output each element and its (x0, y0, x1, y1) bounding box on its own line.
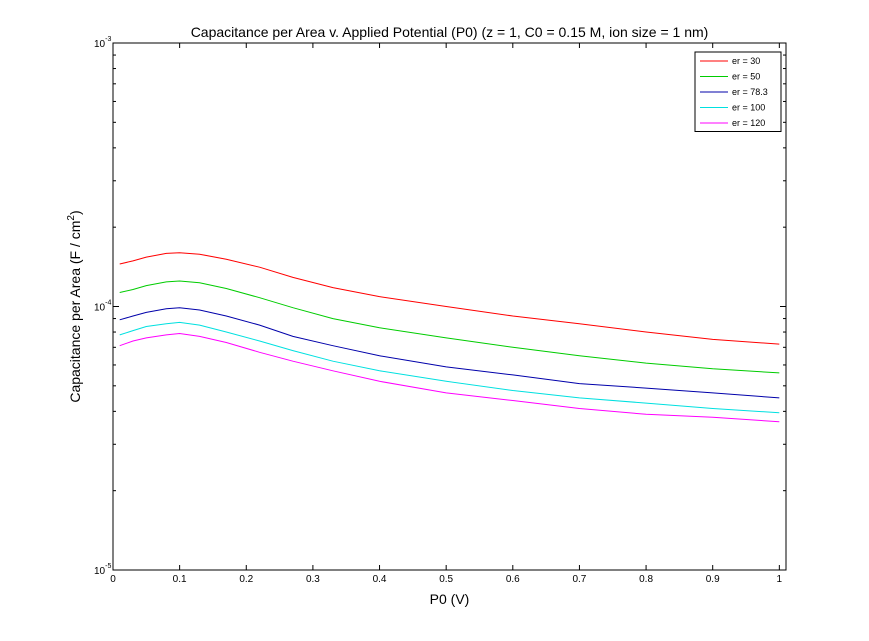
y-tick-base: 10 (94, 39, 106, 50)
x-tick-label: 0.3 (306, 574, 320, 585)
y-tick-label: 10-5 (94, 563, 111, 577)
y-tick-exponent: -4 (105, 300, 111, 307)
series-line-4 (119, 321, 780, 414)
ticks-layer: 0 0.1 0.2 0.3 0.4 0.5 0.6 0.7 0.8 0.9 110-510-410-… (94, 36, 786, 585)
y-axis-label: Capacitance per Area (F / cm2) (66, 210, 83, 402)
legend: er = 30 er = 50 er = 78.3 er = 100 er = 120 (694, 51, 782, 132)
y-tick-exponent: -3 (105, 36, 111, 43)
legend-label: er = 30 (732, 56, 760, 66)
y-tick-exponent: -5 (105, 563, 111, 570)
series-line-2 (119, 280, 780, 374)
x-axis-label: P0 (V) (430, 591, 470, 607)
x-tick-label: 0.8 (639, 574, 653, 585)
series-line-1 (119, 252, 780, 345)
legend-label: er = 100 (732, 103, 765, 113)
series-line-3 (119, 307, 780, 399)
y-axis-label-superscript: 2 (66, 215, 77, 221)
y-tick-base: 10 (94, 566, 106, 577)
y-tick-label: 10-3 (94, 36, 111, 50)
y-tick-label: 10-4 (94, 300, 111, 314)
x-tick-label: 1 (777, 574, 783, 585)
legend-label: er = 50 (732, 72, 760, 82)
x-tick-label: 0.5 (439, 574, 453, 585)
x-tick-label: 0.6 (506, 574, 520, 585)
x-tick-label: 0.2 (239, 574, 253, 585)
lines-layer (119, 252, 780, 423)
x-tick-label: 0.7 (572, 574, 586, 585)
series-line-5 (119, 332, 780, 423)
chart-title: Capacitance per Area v. Applied Potentia… (191, 24, 709, 40)
legend-label: er = 120 (732, 118, 765, 128)
x-tick-label: 0.9 (706, 574, 720, 585)
x-tick-label: 0 (110, 574, 116, 585)
y-axis-label-close: ) (67, 210, 83, 215)
x-tick-label: 0.4 (373, 574, 387, 585)
x-tick-label: 0.1 (173, 574, 187, 585)
y-tick-base: 10 (94, 303, 106, 314)
y-axis-label-main: Capacitance per Area (F / cm (67, 221, 83, 403)
legend-label: er = 78.3 (732, 87, 768, 97)
